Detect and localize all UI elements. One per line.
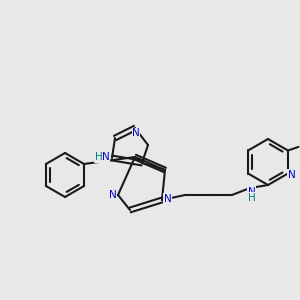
Text: H: H (94, 152, 102, 162)
Text: N: N (288, 170, 296, 180)
Text: N: N (132, 128, 140, 138)
Text: N: N (248, 187, 255, 196)
Text: N: N (109, 190, 116, 200)
Text: N: N (101, 152, 109, 162)
Text: N: N (164, 194, 171, 203)
Text: H: H (248, 193, 255, 203)
